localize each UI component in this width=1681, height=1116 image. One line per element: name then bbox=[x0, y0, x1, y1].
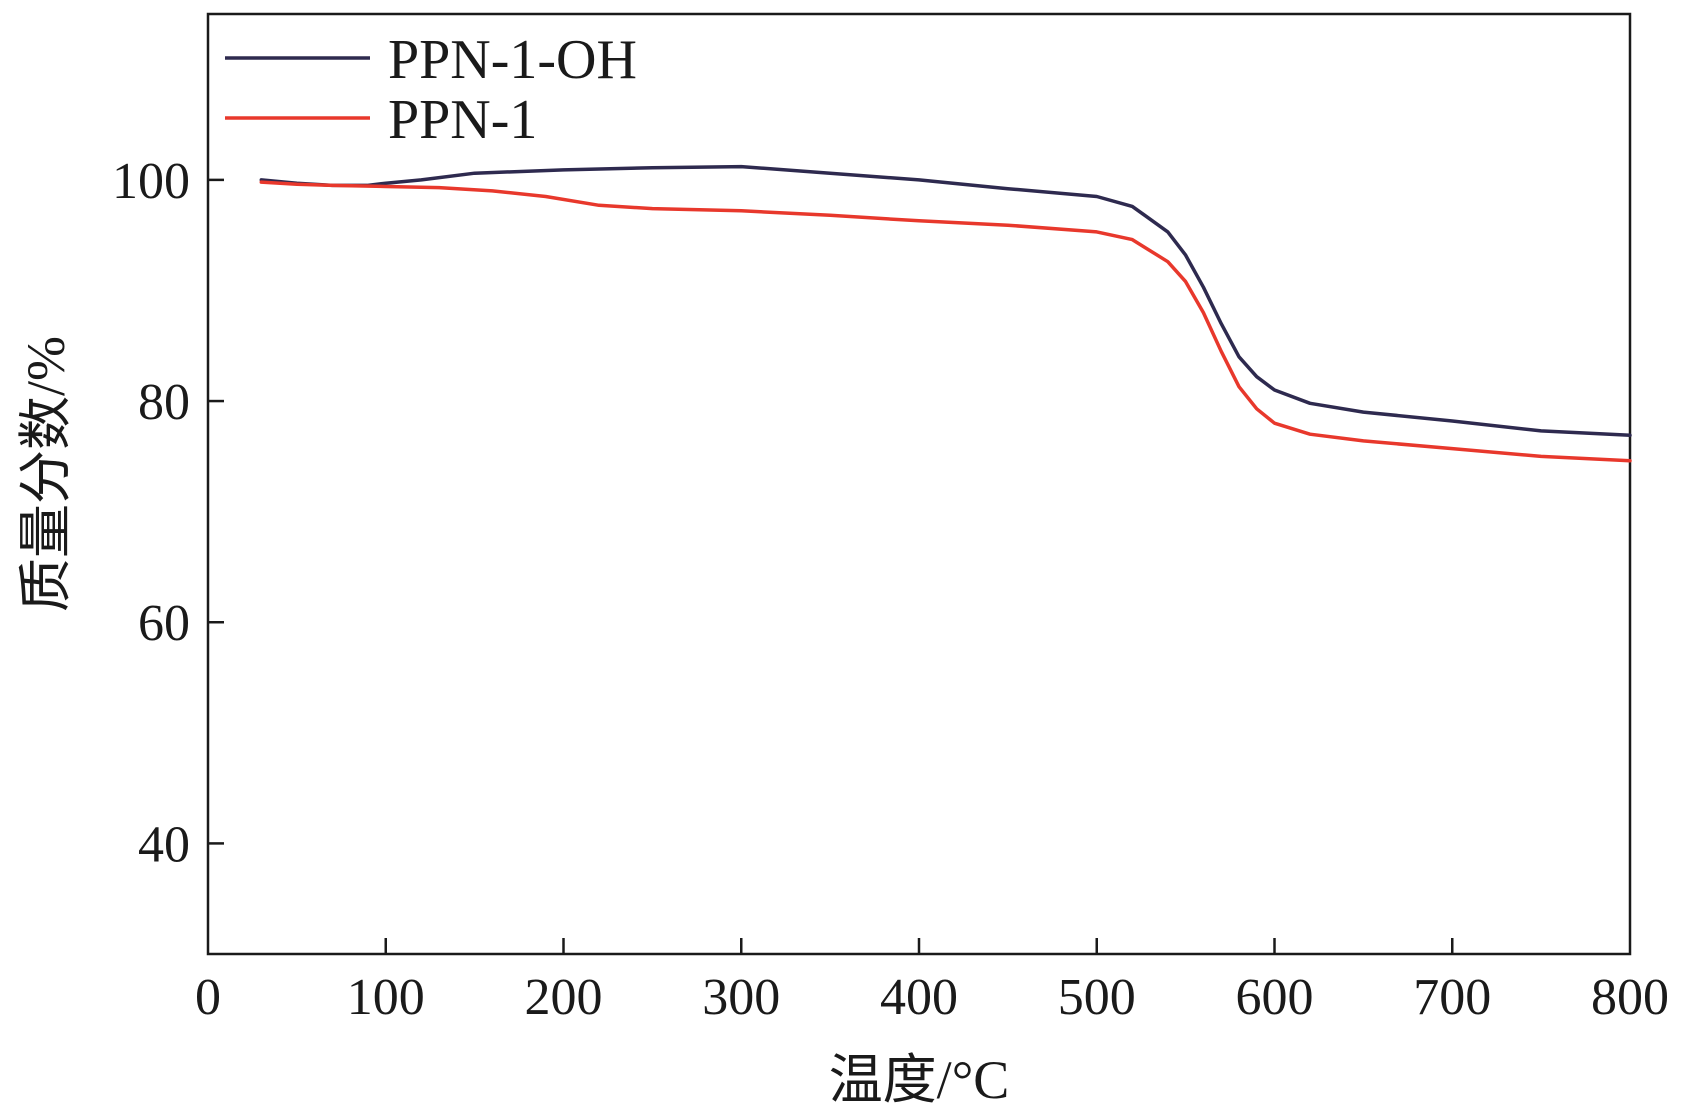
series-line-ppn-1 bbox=[259, 180, 1632, 463]
x-axis-ticks: 0 100 200 300 400 500 600 700 800 bbox=[195, 938, 1669, 1026]
series-layer bbox=[259, 164, 1632, 463]
plot-area bbox=[206, 12, 1632, 956]
y-tick-label: 60 bbox=[138, 595, 190, 652]
x-tick-label: 500 bbox=[1058, 969, 1136, 1026]
x-tick-label: 400 bbox=[880, 969, 958, 1026]
y-tick-label: 80 bbox=[138, 374, 190, 431]
x-tick-label: 800 bbox=[1591, 969, 1669, 1026]
y-tick-label: 40 bbox=[138, 816, 190, 873]
x-tick-label: 100 bbox=[347, 969, 425, 1026]
x-tick-label: 0 bbox=[195, 969, 221, 1026]
y-axis-ticks: 40 60 80 100 bbox=[112, 153, 224, 873]
series-line-ppn-1-oh bbox=[259, 164, 1632, 438]
plot-frame bbox=[206, 12, 1632, 956]
x-tick-label: 700 bbox=[1413, 969, 1491, 1026]
x-tick-label: 200 bbox=[525, 969, 603, 1026]
y-axis-label: 质量分数/% bbox=[16, 336, 76, 612]
x-tick-label: 600 bbox=[1236, 969, 1314, 1026]
y-tick-label: 100 bbox=[112, 153, 190, 210]
x-axis-label: 温度/°C bbox=[829, 1050, 1010, 1110]
x-tick-label: 300 bbox=[702, 969, 780, 1026]
legend-label-ppn-1: PPN-1 bbox=[388, 89, 537, 151]
legend-label-ppn-1-oh: PPN-1-OH bbox=[388, 29, 637, 91]
